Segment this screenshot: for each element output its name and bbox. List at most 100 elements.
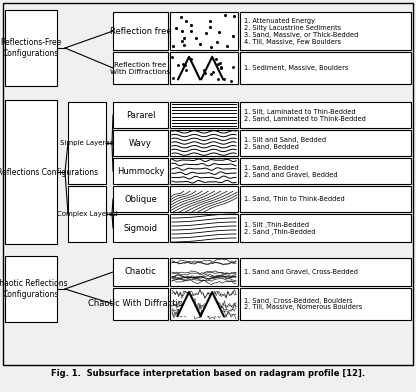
- Bar: [170, 52, 238, 84]
- Bar: [113, 102, 168, 128]
- Bar: [170, 12, 238, 50]
- Point: [181, 42, 187, 48]
- Text: 1. Sand, Bedded
2. Sand and Gravel, Bedded: 1. Sand, Bedded 2. Sand and Gravel, Bedd…: [244, 165, 338, 178]
- Point: [187, 56, 194, 62]
- Bar: [170, 288, 238, 320]
- Point: [178, 14, 184, 20]
- Point: [178, 38, 185, 44]
- Point: [187, 28, 194, 34]
- Point: [230, 64, 236, 71]
- Point: [228, 78, 234, 84]
- Point: [214, 61, 221, 67]
- Bar: [170, 186, 238, 212]
- Polygon shape: [201, 292, 224, 316]
- Point: [202, 30, 209, 36]
- Point: [231, 13, 238, 19]
- Bar: [113, 12, 168, 50]
- Bar: [240, 214, 411, 242]
- Point: [208, 44, 215, 50]
- Point: [208, 71, 215, 77]
- Point: [201, 70, 208, 76]
- Point: [188, 22, 195, 28]
- Text: 1. Silt ,Thin-Bedded
2. Sand ,Thin-Bedded: 1. Silt ,Thin-Bedded 2. Sand ,Thin-Bedde…: [244, 221, 315, 234]
- Text: 1. Silt and Sand, Bedded
2. Sand, Bedded: 1. Silt and Sand, Bedded 2. Sand, Bedded: [244, 136, 326, 149]
- Bar: [113, 288, 168, 320]
- Bar: [240, 12, 411, 50]
- Point: [220, 76, 227, 83]
- Text: Simple Layered: Simple Layered: [60, 140, 114, 146]
- Text: 1. Sand and Gravel, Cross-Bedded: 1. Sand and Gravel, Cross-Bedded: [244, 269, 358, 275]
- Point: [215, 29, 222, 36]
- Bar: [240, 102, 411, 128]
- Text: 1. Silt, Laminated to Thin-Bedded
2. Sand, Laminated to Think-Bedded: 1. Silt, Laminated to Thin-Bedded 2. San…: [244, 109, 366, 122]
- Text: Fig. 1.  Subsurface interpretation based on radagram profile [12].: Fig. 1. Subsurface interpretation based …: [51, 370, 365, 379]
- Text: Pararel: Pararel: [126, 111, 155, 120]
- Bar: [113, 214, 168, 242]
- Point: [230, 33, 236, 39]
- Point: [178, 27, 185, 34]
- Point: [196, 41, 203, 47]
- Point: [181, 62, 188, 68]
- Point: [170, 75, 177, 81]
- Text: Oblique: Oblique: [124, 194, 157, 203]
- Bar: [5, 10, 57, 86]
- Point: [224, 43, 231, 49]
- Bar: [240, 52, 411, 84]
- Polygon shape: [178, 292, 201, 316]
- Text: 1. Sand, Thin to Think-Bedded: 1. Sand, Thin to Think-Bedded: [244, 196, 345, 202]
- Point: [207, 24, 214, 31]
- Bar: [170, 102, 238, 128]
- Point: [170, 43, 177, 49]
- Point: [218, 64, 225, 70]
- Bar: [5, 256, 57, 322]
- Bar: [113, 130, 168, 156]
- Text: 1. Sediment, Massive, Boulders: 1. Sediment, Massive, Boulders: [244, 65, 348, 71]
- Bar: [113, 186, 168, 212]
- Text: Chaotic With Diffractions: Chaotic With Diffractions: [88, 299, 193, 309]
- Text: Layered Reflections Configurations: Layered Reflections Configurations: [0, 167, 98, 176]
- Point: [182, 17, 189, 24]
- Text: Chaotic Reflections
Configurations: Chaotic Reflections Configurations: [0, 279, 68, 299]
- Bar: [5, 100, 57, 244]
- Point: [183, 67, 190, 73]
- Point: [215, 76, 222, 82]
- Text: Reflection free
With Diffractions: Reflection free With Diffractions: [110, 62, 171, 74]
- Bar: [68, 186, 106, 242]
- Point: [193, 35, 199, 41]
- Bar: [170, 158, 238, 184]
- Point: [214, 39, 220, 45]
- Point: [207, 18, 214, 24]
- Text: Reflection free: Reflection free: [110, 27, 171, 36]
- Text: Complex Layered: Complex Layered: [57, 211, 117, 217]
- Text: Wavy: Wavy: [129, 138, 152, 147]
- Text: 1. Sand, Cross-Bedded, Boulders
2. Till, Massive, Nomerous Boulders: 1. Sand, Cross-Bedded, Boulders 2. Till,…: [244, 298, 362, 310]
- Bar: [68, 102, 106, 184]
- Bar: [240, 158, 411, 184]
- Bar: [113, 52, 168, 84]
- Point: [174, 62, 181, 68]
- Bar: [113, 158, 168, 184]
- Text: Sigmoid: Sigmoid: [124, 223, 158, 232]
- Point: [172, 25, 179, 31]
- Point: [217, 60, 223, 66]
- Point: [213, 56, 219, 63]
- Point: [222, 12, 229, 18]
- Text: Chaotic: Chaotic: [125, 267, 156, 276]
- Point: [201, 67, 207, 73]
- Point: [180, 34, 187, 41]
- Bar: [170, 258, 238, 286]
- Bar: [170, 214, 238, 242]
- Text: 1. Attenuated Energy
2. Silty Lacustrine Sediments
3. Sand, Massive, or Thick-Be: 1. Attenuated Energy 2. Silty Lacustrine…: [244, 18, 358, 45]
- Bar: [240, 186, 411, 212]
- Bar: [240, 130, 411, 156]
- Bar: [240, 258, 411, 286]
- Bar: [240, 288, 411, 320]
- Text: Hummocky: Hummocky: [117, 167, 164, 176]
- Point: [169, 53, 176, 60]
- Point: [217, 65, 224, 71]
- Bar: [170, 130, 238, 156]
- Bar: [113, 258, 168, 286]
- Text: Reflections-Free
Configurations: Reflections-Free Configurations: [0, 38, 62, 58]
- Point: [209, 69, 216, 75]
- Point: [179, 61, 186, 67]
